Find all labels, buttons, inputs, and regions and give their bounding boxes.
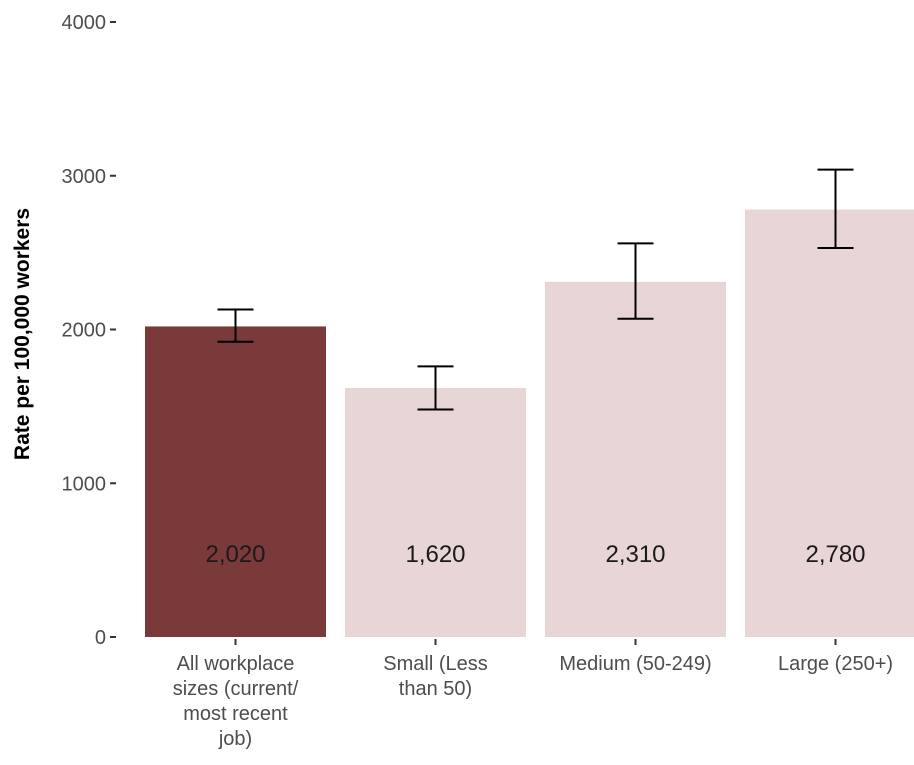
x-tick-label: Small (Less than 50) [383, 653, 487, 700]
x-tick-label-line: All workplace [177, 653, 295, 675]
x-tick-label-line: than 50) [399, 678, 472, 700]
data-label: 2,780 [805, 541, 865, 568]
x-tick-label-line: Medium (50-249) [559, 653, 711, 675]
x-tick-label-line: job) [218, 728, 252, 750]
bar [745, 209, 914, 637]
y-tick-label: 4000 [62, 12, 107, 34]
x-tick-label-line: Large (250+) [778, 653, 893, 675]
error-bar [417, 365, 454, 411]
x-tick-label: All workplace sizes (current/most recent j… [173, 653, 299, 750]
bar [345, 387, 526, 637]
data-label: 1,620 [405, 541, 465, 568]
data-label: 2,310 [605, 541, 665, 568]
bar [545, 281, 726, 637]
error-bars [217, 168, 854, 411]
y-axis-title: Rate per 100,000 workers [11, 208, 34, 460]
x-tick-label-line: Small (Less [383, 653, 487, 675]
x-tick-label: Medium (50-249) [559, 653, 711, 675]
x-axis: All workplace sizes (current/most recent j… [173, 639, 893, 750]
y-tick-label: 0 [95, 627, 106, 649]
x-tick-label-line: most recent [183, 703, 288, 725]
bar [145, 326, 326, 637]
bars [145, 209, 914, 637]
y-tick-label: 2000 [62, 320, 107, 342]
x-tick-label: Large (250+) [778, 653, 893, 675]
error-bar [817, 168, 854, 250]
data-label: 2,020 [205, 541, 265, 568]
error-bar [617, 242, 654, 320]
y-axis: 0 1000 2000 3000 4000 [62, 12, 116, 649]
value-labels: 2,020 1,620 2,310 2,780 [205, 541, 865, 568]
x-tick-label-line: sizes (current/ [173, 678, 299, 700]
y-tick-label: 1000 [62, 473, 107, 495]
error-bar [217, 308, 254, 343]
y-tick-label: 3000 [62, 166, 107, 188]
